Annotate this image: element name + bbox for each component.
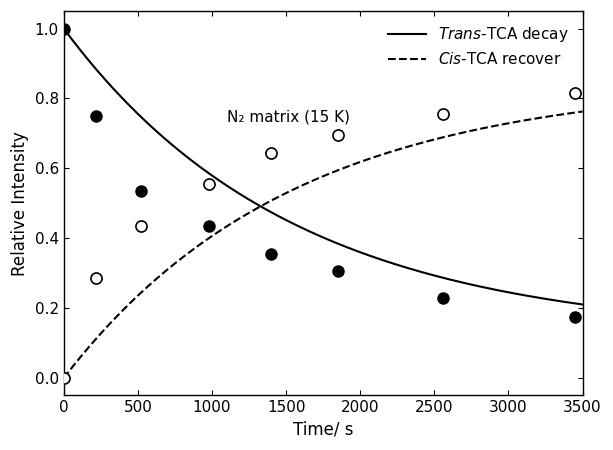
X-axis label: Time/ s: Time/ s [293, 421, 354, 439]
Y-axis label: Relative Intensity: Relative Intensity [11, 131, 29, 276]
Text: N₂ matrix (15 K): N₂ matrix (15 K) [227, 109, 350, 124]
Legend: $\it{Trans}$-TCA decay, $\it{Cis}$-TCA recover: $\it{Trans}$-TCA decay, $\it{Cis}$-TCA r… [382, 19, 575, 74]
